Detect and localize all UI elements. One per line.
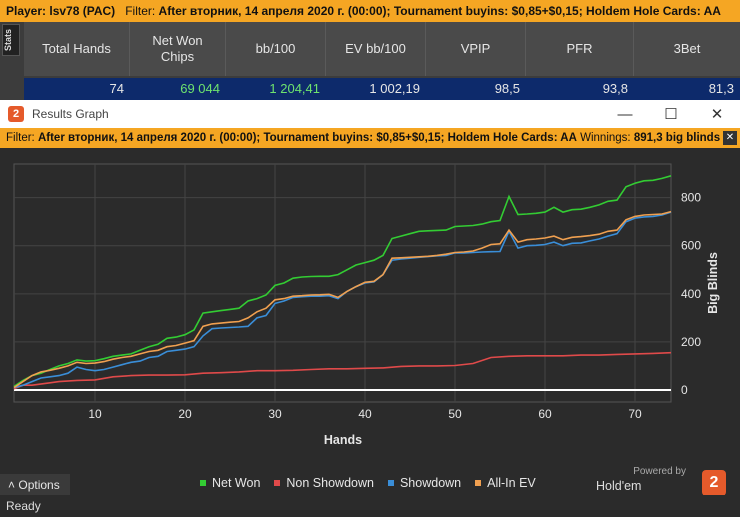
cell-bb100: 1 204,41 — [269, 81, 320, 96]
x-tick-label: 20 — [178, 407, 192, 421]
cell-3bet: 81,3 — [708, 81, 734, 96]
y-tick-label: 200 — [681, 335, 701, 349]
winnings-label: Winnings: — [580, 132, 631, 144]
filter-label: Filter: — [6, 132, 35, 144]
legend-item-showdown[interactable]: Showdown — [387, 476, 462, 490]
series-line-non-showdown — [13, 351, 672, 390]
x-tick-label: 30 — [268, 407, 282, 421]
legend-label: Net Won — [212, 476, 261, 490]
hm2-logo-icon: 2 — [702, 470, 726, 496]
x-tick-label: 40 — [358, 407, 372, 421]
close-button[interactable]: ✕ — [710, 106, 724, 123]
window-titlebar[interactable]: 2 Results Graph — ☐ ✕ — [0, 100, 740, 128]
y-axis-label: Big Blinds — [706, 252, 720, 314]
results-graph-window: 2 Results Graph — ☐ ✕ Filter: After втор… — [0, 100, 740, 517]
results-chart-svg: 10 20 30 40 50 60 70 0 200 400 600 800 Hands Big B… — [13, 163, 720, 447]
legend-label: Showdown — [399, 476, 462, 490]
col-ev-bb100[interactable]: EV bb/100 — [326, 22, 426, 76]
filter-label: Filter: — [125, 4, 156, 18]
y-tick-label: 600 — [681, 239, 701, 253]
filter-bar: Filter: After вторник, 14 апреля 2020 г.… — [0, 128, 740, 148]
filter-value[interactable]: After вторник, 14 апреля 2020 г. (00:00)… — [158, 4, 721, 18]
plot-area — [13, 163, 672, 403]
options-label: Options — [18, 478, 60, 492]
legend-swatch — [387, 480, 394, 486]
stats-row[interactable]: 74 69 044 1 204,41 1 002,19 98,5 93,8 81… — [24, 78, 740, 100]
series-line-net-won — [13, 175, 672, 388]
legend-item-non-showdown[interactable]: Non Showdown — [274, 476, 374, 490]
y-tick-label: 0 — [681, 383, 688, 397]
filter-close-icon[interactable]: ✕ — [723, 131, 737, 145]
x-tick-label: 50 — [448, 407, 462, 421]
player-label: Player: — [6, 4, 47, 18]
col-3bet[interactable]: 3Bet — [673, 41, 701, 56]
chart-legend: Net Won Non Showdown Showdown All-In EV — [200, 476, 536, 490]
stats-tab[interactable]: Stats — [2, 24, 20, 56]
x-tick-label: 60 — [538, 407, 552, 421]
cell-vpip: 98,5 — [494, 81, 520, 96]
legend-item-net-won[interactable]: Net Won — [200, 476, 260, 490]
filter-value[interactable]: After вторник, 14 апреля 2020 г. (00:00)… — [37, 132, 577, 144]
status-text: Ready — [6, 499, 41, 513]
col-bb100[interactable]: bb/100 — [226, 22, 326, 76]
y-tick-label: 800 — [681, 191, 701, 205]
col-vpip[interactable]: VPIP — [426, 22, 526, 76]
x-tick-label: 10 — [88, 407, 102, 421]
maximize-button[interactable]: ☐ — [664, 106, 678, 123]
cell-ev-bb100: 1 002,19 — [369, 81, 420, 96]
cell-pfr: 93,8 — [602, 81, 628, 96]
stats-header: Total Hands Net Won Chips bb/100 EV bb/1… — [24, 22, 740, 76]
cell-total-hands: 74 — [109, 81, 124, 96]
col-total-hands[interactable]: Total Hands — [24, 22, 130, 76]
player-value[interactable]: lsv78 (PAC) — [49, 4, 116, 18]
powered-by-text: Powered by — [633, 466, 686, 477]
legend-swatch — [200, 480, 206, 486]
minimize-button[interactable]: — — [617, 105, 633, 123]
legend-swatch — [475, 480, 482, 486]
x-tick-label: 70 — [628, 407, 642, 421]
window-title: Results Graph — [32, 107, 109, 121]
col-net-won-chips[interactable]: Net Won Chips — [130, 22, 226, 76]
results-chart: 10 20 30 40 50 60 70 0 200 400 600 800 Hands Big B… — [0, 148, 740, 500]
x-axis-label: Hands — [324, 433, 362, 447]
status-bar: Ready — [0, 495, 740, 517]
winnings-value: 891,3 big blinds — [633, 132, 721, 144]
options-button[interactable]: ˄ Options — [0, 474, 70, 496]
col-pfr[interactable]: PFR — [526, 22, 634, 76]
legend-label: All-In EV — [487, 476, 536, 490]
cell-net-won-chips: 69 044 — [180, 81, 220, 96]
y-tick-label: 400 — [681, 287, 701, 301]
app-logo-icon: 2 — [8, 106, 24, 122]
legend-swatch — [274, 480, 281, 486]
chevron-up-icon: ˄ — [8, 478, 16, 492]
legend-label: Non Showdown — [286, 476, 374, 490]
series-line-all-in-ev — [13, 210, 672, 389]
legend-item-allin-ev[interactable]: All-In EV — [475, 476, 536, 490]
player-filter-bar: Player: lsv78 (PAC) Filter: After вторни… — [0, 0, 740, 22]
brand-logo: Powered by Hold'em Manager 2 — [596, 464, 726, 507]
